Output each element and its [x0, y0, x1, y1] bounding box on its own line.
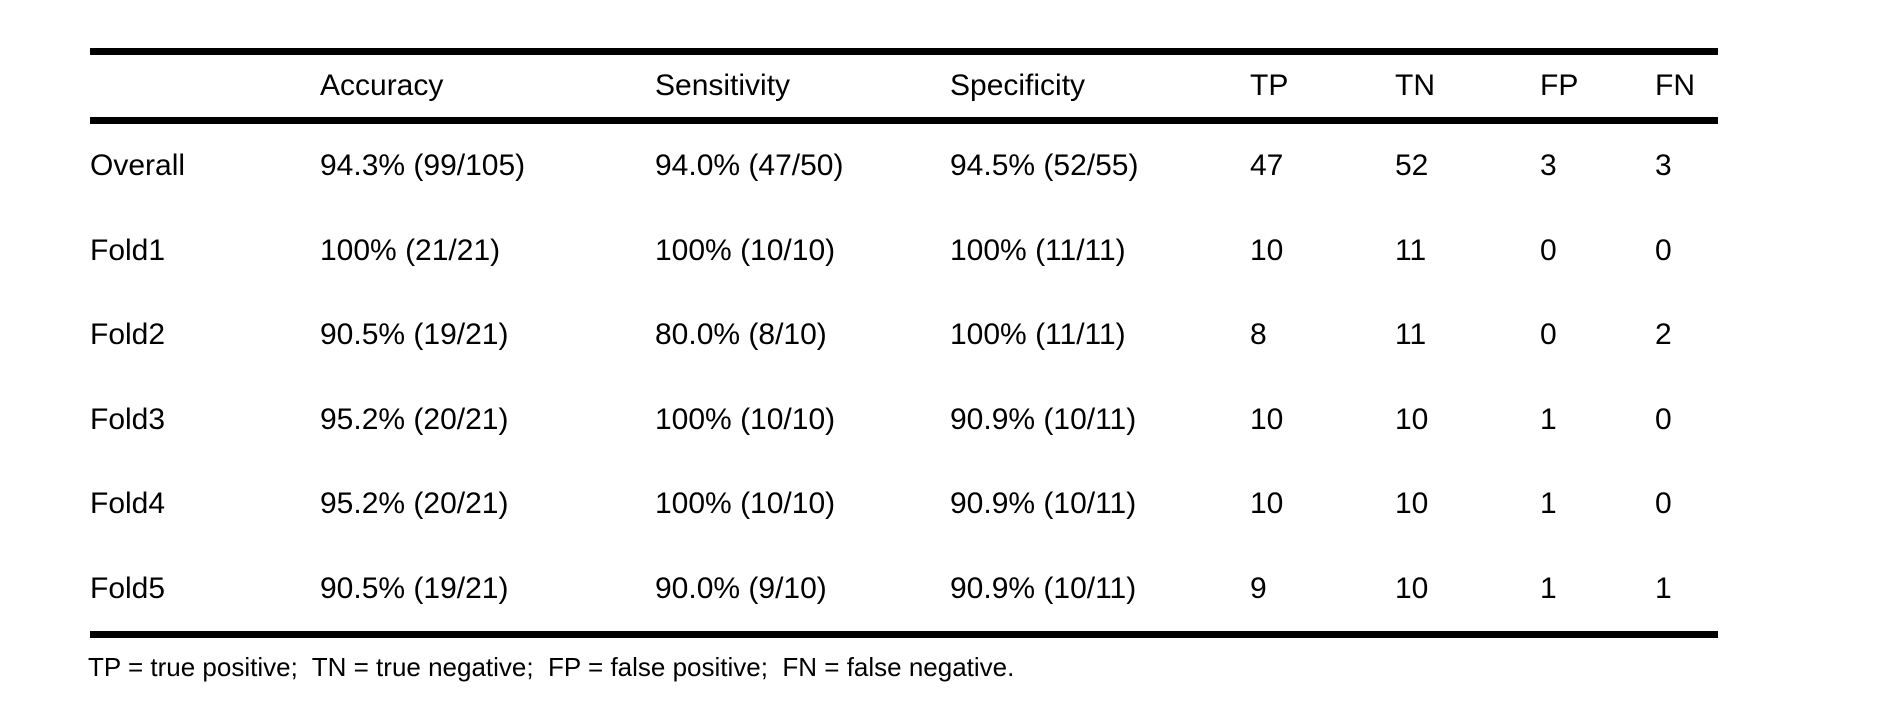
- table-cell: 3: [1655, 149, 1672, 183]
- table-cell: 1: [1540, 571, 1557, 605]
- table-cell: 0: [1655, 233, 1672, 267]
- table-cell: 90.5% (19/21): [320, 571, 509, 605]
- table-cell: 10: [1395, 487, 1429, 521]
- column-header-fp: FP: [1540, 51, 1655, 124]
- table-cell: 2: [1655, 318, 1672, 352]
- table-cell: 0: [1655, 487, 1672, 521]
- table-cell: 100% (11/11): [950, 233, 1126, 267]
- table-row-fold3: Fold3 95.2% (20/21) 100% (10/10) 90.9% (…: [90, 378, 1718, 463]
- table-cell: 0: [1540, 233, 1557, 267]
- row-label: Fold5: [90, 571, 166, 605]
- table-cell: 90.9% (10/11): [950, 571, 1137, 605]
- table-cell: 10: [1250, 233, 1284, 267]
- row-label: Fold4: [90, 487, 166, 521]
- table-cell: 0: [1655, 402, 1672, 436]
- row-label: Fold1: [90, 233, 166, 267]
- table-cell: 47: [1250, 149, 1284, 183]
- table-row-fold5: Fold5 90.5% (19/21) 90.0% (9/10) 90.9% (…: [90, 547, 1718, 635]
- table-cell: 94.3% (99/105): [320, 149, 526, 183]
- table-cell: 100% (10/10): [655, 233, 836, 267]
- column-header-blank: [90, 51, 320, 124]
- table-cell: 94.5% (52/55): [950, 149, 1139, 183]
- table-cell: 90.9% (10/11): [950, 487, 1137, 521]
- table-cell: 100% (10/10): [655, 487, 836, 521]
- column-header-accuracy: Accuracy: [320, 51, 655, 124]
- table-cell: 8: [1250, 318, 1267, 352]
- table-cell: 10: [1250, 487, 1284, 521]
- table-cell: 52: [1395, 149, 1429, 183]
- table-cell: 0: [1540, 318, 1557, 352]
- table-cell: 95.2% (20/21): [320, 402, 509, 436]
- column-header-tp: TP: [1250, 51, 1395, 124]
- table-cell: 10: [1250, 402, 1284, 436]
- table-cell: 10: [1395, 402, 1429, 436]
- table-cell: 11: [1395, 233, 1427, 267]
- table-footnote: TP = true positive; TN = true negative; …: [88, 652, 1015, 682]
- table-cell: 11: [1395, 318, 1427, 352]
- table-cell: 90.5% (19/21): [320, 318, 509, 352]
- table-cell: 95.2% (20/21): [320, 487, 509, 521]
- header-row: Accuracy Sensitivity Specificity TP TN F…: [90, 51, 1718, 124]
- table-row-fold1: Fold1 100% (21/21) 100% (10/10) 100% (11…: [90, 209, 1718, 294]
- row-label: Fold3: [90, 402, 166, 436]
- table-cell: 1: [1655, 571, 1672, 605]
- table-cell: 90.0% (9/10): [655, 571, 827, 605]
- column-header-tn: TN: [1395, 51, 1540, 124]
- table-cell: 10: [1395, 571, 1429, 605]
- row-label: Overall: [90, 149, 186, 183]
- table-cell: 100% (11/11): [950, 318, 1126, 352]
- table-row-fold4: Fold4 95.2% (20/21) 100% (10/10) 90.9% (…: [90, 462, 1718, 547]
- table-cell: 100% (21/21): [320, 233, 501, 267]
- table-body: Overall 94.3% (99/105) 94.0% (47/50) 94.…: [90, 121, 1718, 635]
- column-header-sensitivity: Sensitivity: [655, 51, 950, 124]
- cv-results-table: Accuracy Sensitivity Specificity TP TN F…: [90, 48, 1718, 638]
- table-cell: 94.0% (47/50): [655, 149, 844, 183]
- table-cell: 9: [1250, 571, 1267, 605]
- column-header-specificity: Specificity: [950, 51, 1250, 124]
- table-cell: 3: [1540, 149, 1557, 183]
- table-cell: 80.0% (8/10): [655, 318, 827, 352]
- table-cell: 1: [1540, 487, 1557, 521]
- row-label: Fold2: [90, 318, 166, 352]
- table-cell: 90.9% (10/11): [950, 402, 1137, 436]
- table-row-fold2: Fold2 90.5% (19/21) 80.0% (8/10) 100% (1…: [90, 293, 1718, 378]
- table-cell: 100% (10/10): [655, 402, 836, 436]
- column-header-fn: FN: [1655, 51, 1718, 124]
- table-cell: 1: [1540, 402, 1557, 436]
- table-row-overall: Overall 94.3% (99/105) 94.0% (47/50) 94.…: [90, 121, 1718, 209]
